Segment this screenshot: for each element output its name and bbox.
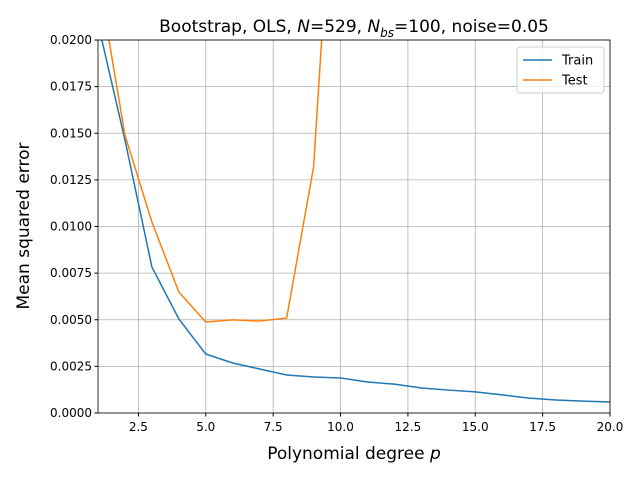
y-tick-label: 0.0075 — [50, 266, 92, 280]
x-tick-label: 10.0 — [327, 420, 354, 434]
title-part: =529, — [310, 17, 368, 37]
label-part: Polynomial degree — [267, 444, 430, 464]
plot-frame — [97, 39, 611, 414]
legend-label: Train — [561, 54, 593, 69]
y-tick-label: 0.0050 — [50, 313, 92, 327]
title-part: =100, noise=0.05 — [394, 17, 549, 37]
x-tick-label: 7.5 — [264, 420, 283, 434]
y-tick-label: 0.0175 — [50, 80, 92, 94]
y-tick-label: 0.0025 — [50, 359, 92, 373]
title-part: bs — [380, 26, 394, 40]
x-tick-label: 5.0 — [196, 420, 215, 434]
title-part: N — [367, 17, 380, 37]
y-tick-label: 0.0000 — [50, 406, 92, 420]
title-part: Bootstrap, OLS, — [159, 17, 297, 37]
x-tick-label: 20.0 — [597, 420, 624, 434]
y-tick-label: 0.0200 — [50, 33, 92, 47]
y-tick-label: 0.0100 — [50, 220, 92, 234]
series-line — [108, 40, 323, 323]
y-axis-label: Mean squared error — [14, 143, 34, 310]
series-line — [101, 40, 610, 403]
x-axis-label: Polynomial degree p — [267, 444, 441, 464]
y-tick-label: 0.0150 — [50, 126, 92, 140]
legend-label: Test — [561, 74, 588, 89]
legend-box — [516, 46, 605, 94]
label-part: p — [429, 444, 441, 464]
chart-title: Bootstrap, OLS, N=529, Nbs=100, noise=0.… — [159, 17, 549, 40]
title-part: N — [297, 17, 310, 37]
x-tick-label: 12.5 — [395, 420, 422, 434]
x-tick-label: 17.5 — [529, 420, 556, 434]
y-tick-label: 0.0125 — [50, 173, 92, 187]
legend: Train Test — [516, 46, 605, 94]
x-tick-label: 2.5 — [129, 420, 148, 434]
x-tick-label: 15.0 — [462, 420, 489, 434]
plot-area — [101, 40, 610, 403]
